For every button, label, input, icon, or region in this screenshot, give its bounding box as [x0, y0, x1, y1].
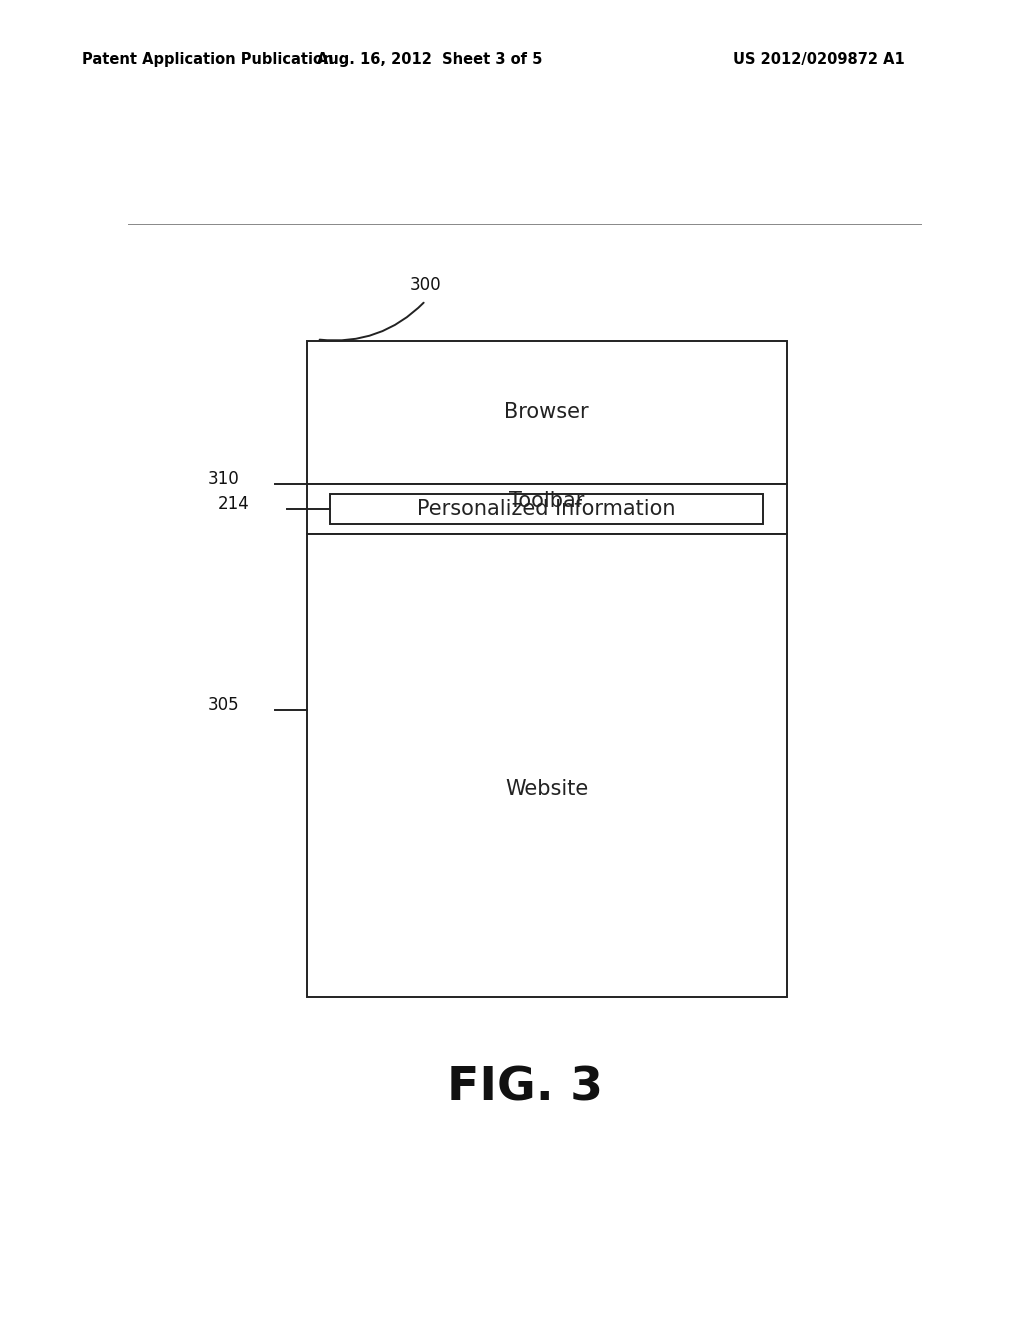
Text: 305: 305 — [207, 696, 239, 714]
Text: Toolbar: Toolbar — [509, 491, 585, 511]
Text: Browser: Browser — [504, 403, 589, 422]
Bar — [306, 483, 786, 535]
Text: US 2012/0209872 A1: US 2012/0209872 A1 — [733, 51, 905, 67]
Text: Personalized Information: Personalized Information — [418, 499, 676, 519]
Text: Aug. 16, 2012  Sheet 3 of 5: Aug. 16, 2012 Sheet 3 of 5 — [317, 51, 543, 67]
Bar — [306, 342, 786, 483]
Text: Patent Application Publication: Patent Application Publication — [82, 51, 334, 67]
Text: 300: 300 — [410, 276, 441, 294]
Text: Website: Website — [505, 779, 588, 799]
Text: 310: 310 — [207, 470, 240, 487]
Bar — [306, 535, 786, 997]
Text: FIG. 3: FIG. 3 — [446, 1067, 603, 1111]
Text: 214: 214 — [218, 495, 250, 513]
Bar — [331, 494, 763, 524]
